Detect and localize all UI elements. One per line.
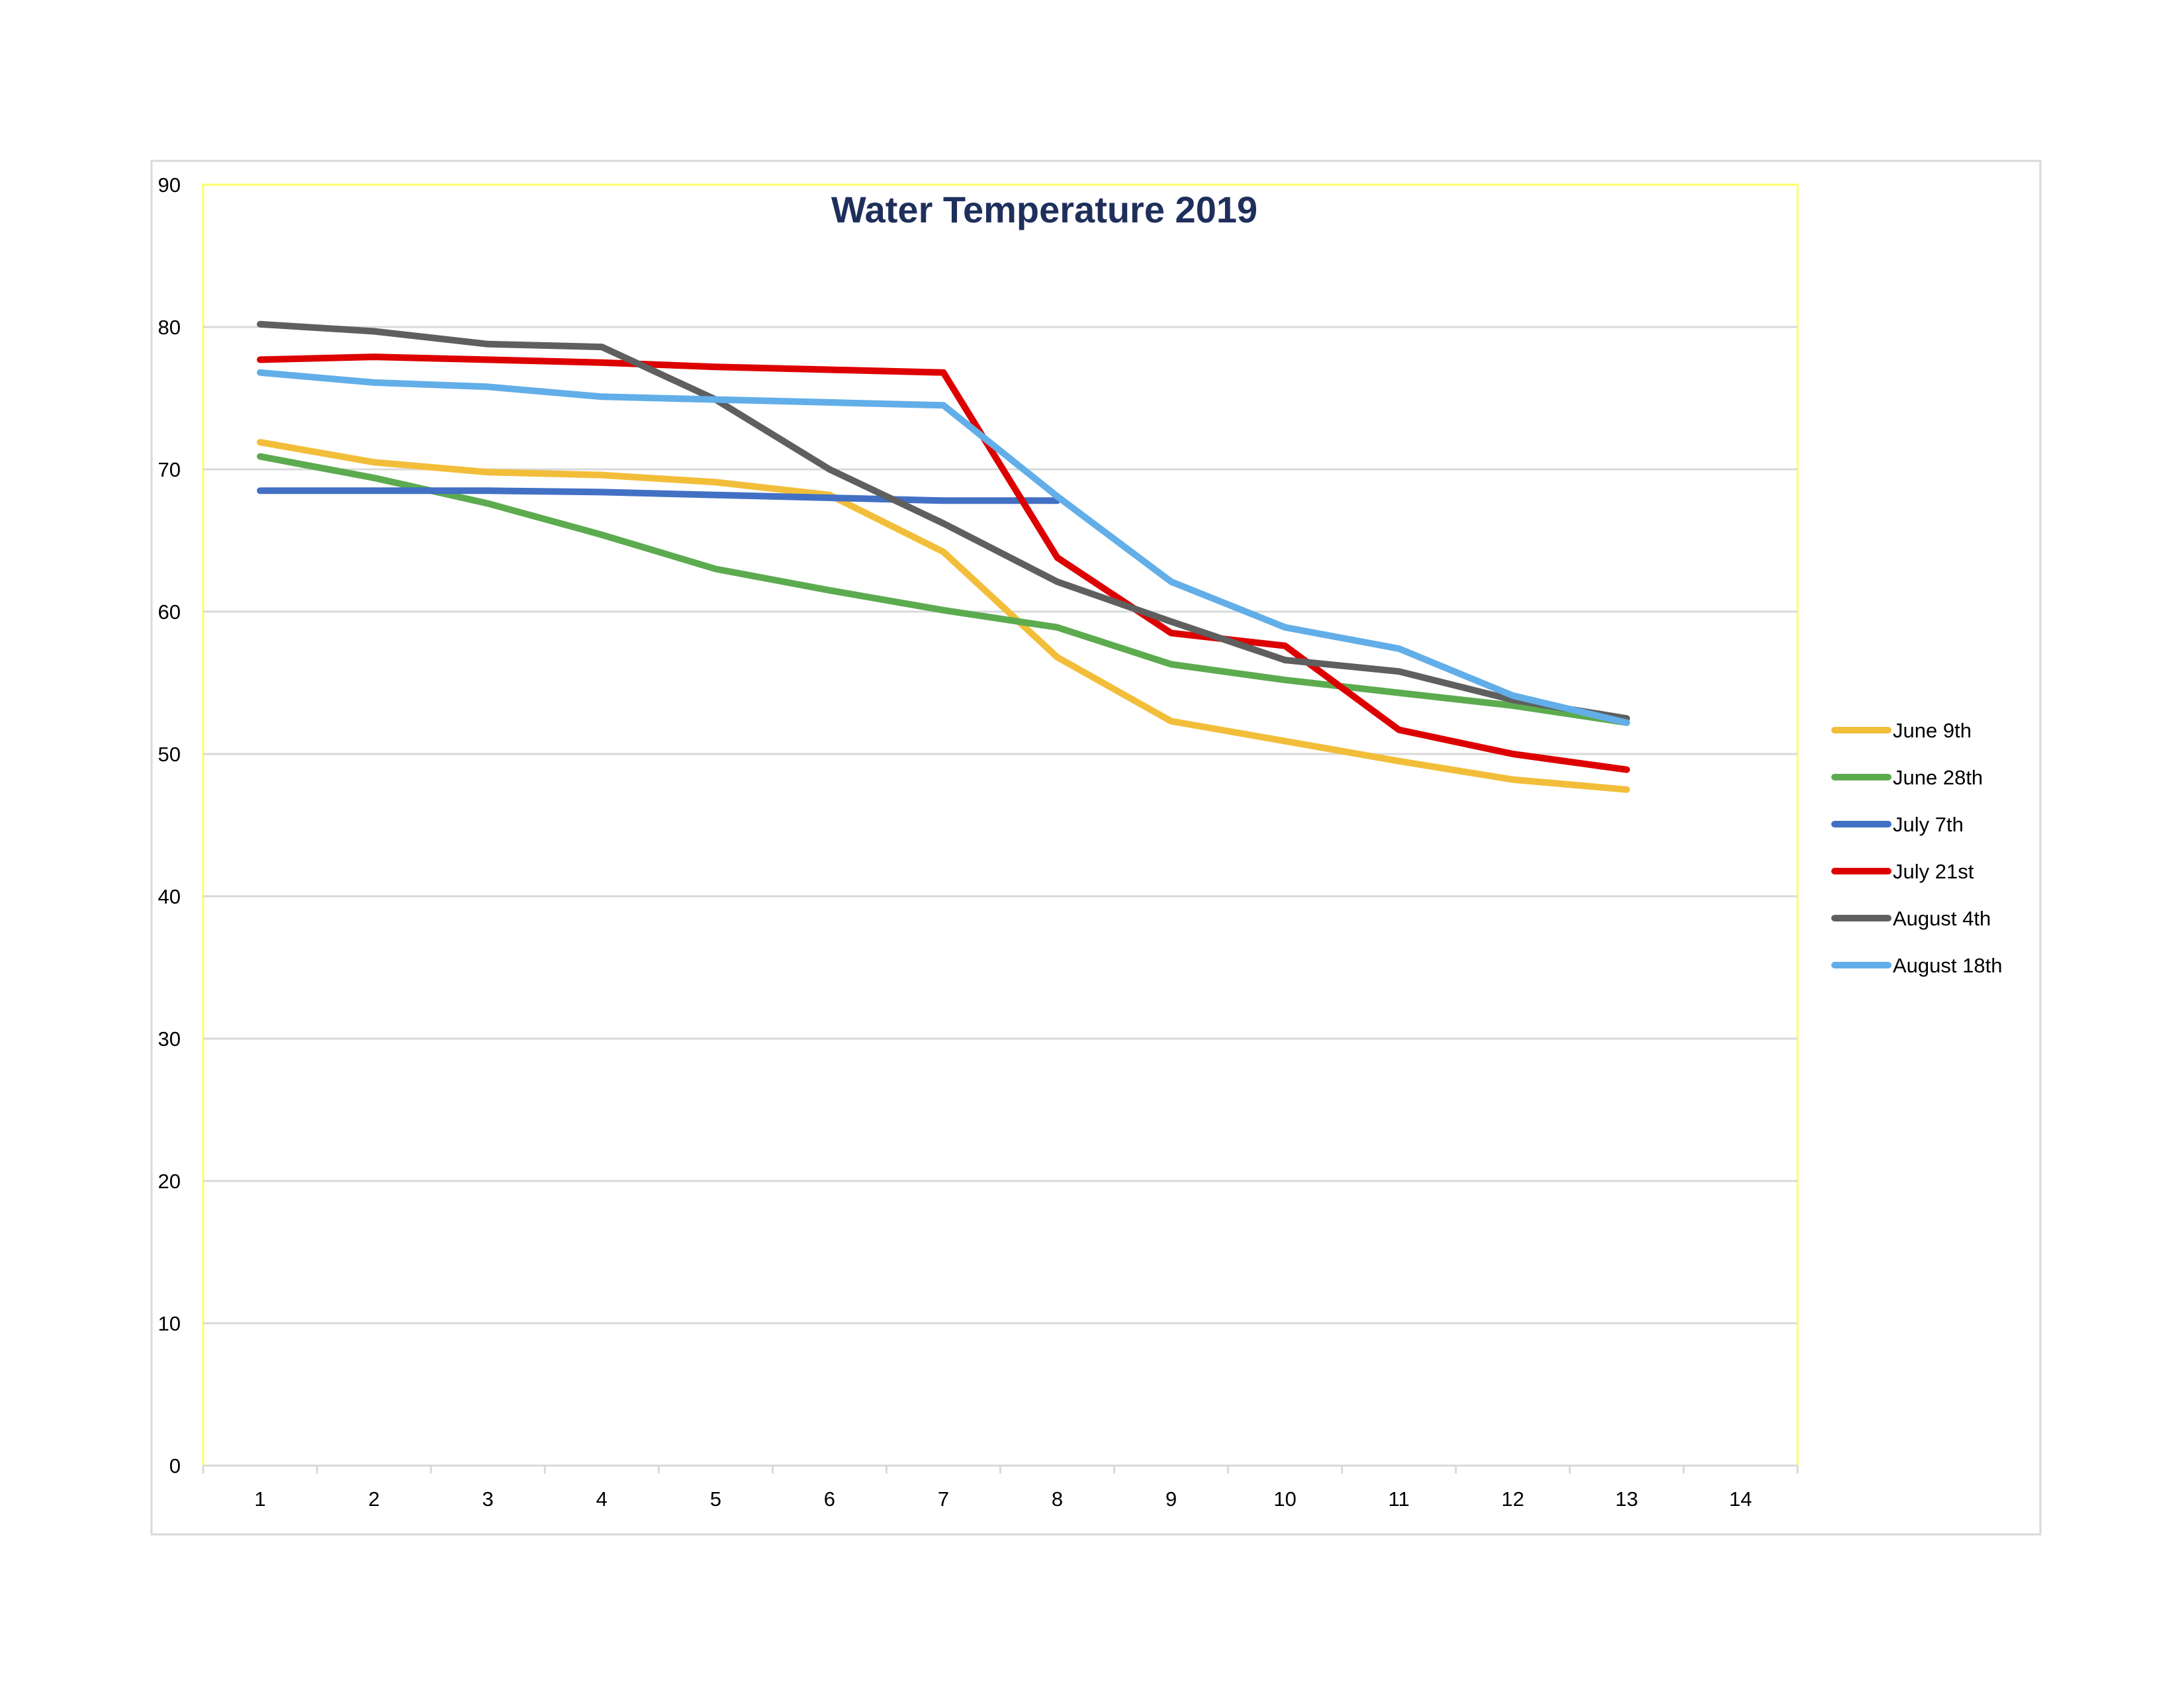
x-tick-label: 9: [1165, 1487, 1177, 1511]
series-line-august-4th: [257, 320, 1630, 722]
y-tick-label: 0: [169, 1454, 181, 1477]
x-tick-label: 1: [254, 1487, 265, 1511]
x-tick-label: 2: [368, 1487, 379, 1511]
y-tick-label: 60: [158, 600, 181, 624]
y-tick-label: 50: [158, 743, 181, 766]
series-line-june-9th: [257, 439, 1630, 793]
x-tick-label: 7: [938, 1487, 949, 1511]
y-tick-label: 10: [158, 1312, 181, 1335]
series-line-august-18th: [257, 369, 1630, 726]
legend-label-june-9th: June 9th: [1893, 719, 1972, 742]
x-tick-label: 6: [824, 1487, 835, 1511]
x-tick-label: 4: [596, 1487, 608, 1511]
y-tick-label: 30: [158, 1027, 181, 1051]
y-axis-tick-labels: 0 10 20 30 40 50 60 70 80 90: [158, 173, 181, 1477]
x-tick-label: 5: [710, 1487, 721, 1511]
series-line-july-7th: [257, 487, 1061, 504]
y-tick-label: 90: [158, 173, 181, 197]
y-tick-label: 40: [158, 885, 181, 908]
chart-area-border: [150, 160, 2042, 1536]
x-tick-label: 13: [1615, 1487, 1638, 1511]
chart-title: Water Temperature 2019: [831, 189, 1257, 230]
x-tick-label: 11: [1388, 1487, 1410, 1511]
series-line-june-28th: [257, 453, 1630, 726]
x-tick-label: 3: [482, 1487, 494, 1511]
y-tick-label: 70: [158, 458, 181, 481]
x-axis-tick-labels: 1 2 3 4 5 6 7 8 9 10 11 12 13 14: [254, 1487, 1752, 1511]
series-lines: [257, 320, 1630, 793]
legend: June 9th June 28th July 7th July 21st August…: [1831, 719, 2002, 977]
x-tick-label: 10: [1273, 1487, 1296, 1511]
legend-label-august-4th: August 4th: [1893, 907, 1991, 930]
legend-label-july-21st: July 21st: [1893, 860, 1974, 883]
legend-label-june-28th: June 28th: [1893, 766, 1983, 789]
series-line-july-21st: [257, 353, 1630, 773]
legend-label-august-18th: August 18th: [1893, 954, 2002, 977]
x-tick-label: 12: [1502, 1487, 1524, 1511]
y-tick-label: 80: [158, 316, 181, 339]
x-axis: [202, 1464, 1799, 1474]
y-tick-label: 20: [158, 1170, 181, 1193]
x-tick-label: 8: [1052, 1487, 1063, 1511]
legend-label-july-7th: July 7th: [1893, 813, 1964, 836]
x-tick-label: 14: [1729, 1487, 1752, 1511]
